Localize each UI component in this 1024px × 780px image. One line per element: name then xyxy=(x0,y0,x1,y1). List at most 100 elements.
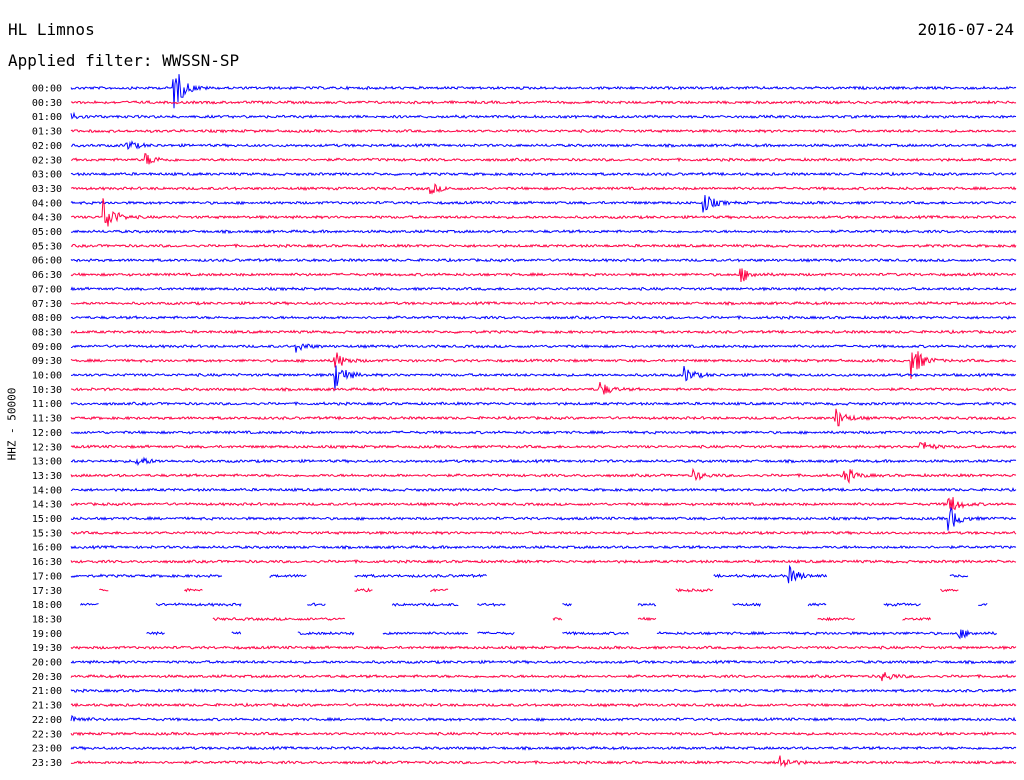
trace-line xyxy=(562,631,629,636)
trace-line xyxy=(70,300,1017,306)
row-time-label: 18:00 xyxy=(32,600,62,611)
row-time-label: 05:30 xyxy=(32,241,62,252)
trace-line xyxy=(71,365,1017,391)
trace-line xyxy=(155,602,242,608)
row-time-label: 12:00 xyxy=(32,428,62,439)
row-time-label: 20:00 xyxy=(32,658,62,669)
trace-line xyxy=(354,587,373,593)
row-time-label: 15:00 xyxy=(32,514,62,525)
trace-line xyxy=(732,602,761,608)
row-time-label: 01:30 xyxy=(32,127,62,138)
row-time-label: 09:30 xyxy=(32,356,62,367)
trace-line xyxy=(430,588,449,593)
station-title: HL Limnos xyxy=(8,20,95,39)
trace-line xyxy=(70,659,1017,665)
trace-line xyxy=(70,645,1017,651)
trace-line xyxy=(70,171,1017,177)
trace-line xyxy=(307,602,326,607)
trace-line xyxy=(70,714,1017,722)
row-time-label: 09:00 xyxy=(32,342,62,353)
trace-line xyxy=(70,497,1017,511)
trace-line xyxy=(70,672,1016,682)
trace-line xyxy=(70,688,1017,694)
trace-line xyxy=(70,401,1017,407)
trace-line xyxy=(99,588,109,592)
row-time-label: 13:00 xyxy=(32,457,62,468)
trace-line xyxy=(978,603,988,607)
trace-line xyxy=(70,544,1017,550)
trace-line xyxy=(70,506,1017,531)
row-time-label: 13:30 xyxy=(32,471,62,482)
trace-line xyxy=(70,702,1017,708)
row-time-label: 19:30 xyxy=(32,643,62,654)
row-time-label: 08:00 xyxy=(32,313,62,324)
trace-line xyxy=(212,617,346,622)
trace-line xyxy=(477,631,515,636)
trace-line xyxy=(902,616,932,621)
trace-line xyxy=(193,573,223,579)
row-time-label: 14:30 xyxy=(32,500,62,511)
row-time-label: 15:30 xyxy=(32,528,62,539)
date-label: 2016-07-24 xyxy=(917,20,1014,39)
trace-line xyxy=(70,286,1017,292)
trace-line xyxy=(70,408,1017,427)
trace-line xyxy=(184,588,203,593)
trace-line xyxy=(70,314,1017,321)
row-time-label: 02:00 xyxy=(32,141,62,152)
trace-line xyxy=(231,631,242,635)
trace-line xyxy=(477,602,506,607)
trace-line xyxy=(817,616,855,622)
trace-line xyxy=(70,140,1017,150)
trace-line xyxy=(70,243,1017,249)
trace-line xyxy=(70,257,1017,263)
row-time-label: 06:30 xyxy=(32,270,62,281)
trace-line xyxy=(949,629,997,640)
row-time-label: 07:00 xyxy=(32,284,62,295)
row-time-label: 07:30 xyxy=(32,299,62,310)
row-time-label: 03:00 xyxy=(32,170,62,181)
row-time-label: 00:00 xyxy=(32,84,62,95)
trace-line xyxy=(637,616,657,622)
row-time-label: 04:30 xyxy=(32,213,62,224)
trace-line xyxy=(70,183,1017,195)
trace-line xyxy=(70,268,1017,283)
row-time-label: 21:30 xyxy=(32,701,62,712)
row-time-label: 04:00 xyxy=(32,198,62,209)
trace-line xyxy=(70,74,1017,109)
row-time-label: 22:00 xyxy=(32,715,62,726)
trace-line xyxy=(70,755,1017,768)
row-time-label: 02:30 xyxy=(32,155,62,166)
trace-line xyxy=(70,429,1017,435)
row-time-label: 16:00 xyxy=(32,543,62,554)
trace-line xyxy=(70,111,1017,120)
trace-line xyxy=(637,602,657,607)
trace-line xyxy=(70,195,1017,213)
trace-line xyxy=(70,573,194,579)
row-time-label: 06:00 xyxy=(32,256,62,267)
trace-line xyxy=(552,617,563,621)
row-time-label: 18:30 xyxy=(32,614,62,625)
trace-line xyxy=(713,564,828,584)
trace-line xyxy=(807,602,827,607)
trace-line xyxy=(80,602,99,606)
trace-line xyxy=(70,329,1017,335)
row-time-label: 19:00 xyxy=(32,629,62,640)
row-time-label: 03:30 xyxy=(32,184,62,195)
row-time-label: 20:30 xyxy=(32,672,62,683)
trace-line xyxy=(70,731,1017,737)
row-time-label: 05:00 xyxy=(32,227,62,238)
row-time-label: 23:30 xyxy=(32,758,62,769)
trace-line xyxy=(70,153,1017,165)
row-time-label: 01:00 xyxy=(32,112,62,123)
row-time-label: 17:00 xyxy=(32,571,62,582)
trace-line xyxy=(391,602,459,607)
row-time-label: 00:30 xyxy=(32,98,62,109)
row-time-label: 23:00 xyxy=(32,744,62,755)
row-time-label: 10:00 xyxy=(32,371,62,382)
trace-line xyxy=(70,198,1017,227)
row-time-label: 16:30 xyxy=(32,557,62,568)
trace-line xyxy=(70,467,1017,484)
trace-line xyxy=(656,630,950,636)
trace-line xyxy=(70,456,1017,466)
trace-line xyxy=(940,588,959,593)
